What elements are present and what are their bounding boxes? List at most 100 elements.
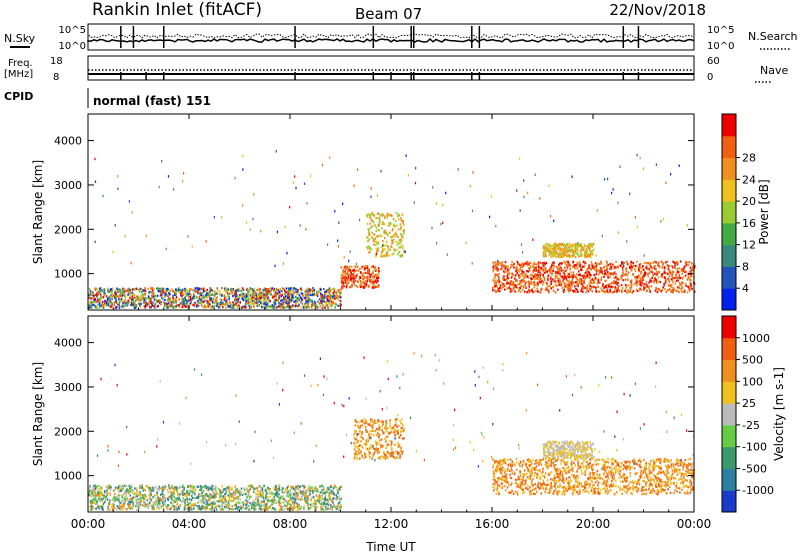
data-cell: [386, 233, 388, 235]
colorbar-segment: [722, 288, 736, 310]
data-cell: [516, 286, 518, 288]
data-cell: [687, 261, 689, 263]
data-cell: [402, 214, 404, 216]
data-cell: [664, 276, 666, 278]
data-cell: [562, 269, 564, 271]
scatter-cell: [597, 209, 598, 212]
data-cell: [582, 275, 584, 277]
data-cell: [255, 292, 257, 294]
data-cell: [609, 273, 611, 275]
data-cell: [566, 268, 568, 270]
data-cell: [167, 491, 169, 493]
data-cell: [580, 250, 582, 252]
data-cell: [251, 507, 253, 509]
scatter-cell: [371, 187, 372, 190]
scatter-cell: [440, 223, 441, 226]
data-cell: [166, 506, 168, 508]
data-cell: [392, 235, 394, 237]
data-cell: [322, 503, 324, 505]
data-cell: [227, 301, 229, 303]
data-cell: [100, 298, 102, 300]
data-cell: [540, 262, 542, 264]
data-cell: [495, 279, 497, 281]
data-cell: [369, 276, 371, 278]
data-cell: [112, 291, 114, 293]
data-cell: [685, 285, 687, 287]
power-frame: [88, 114, 694, 310]
data-cell: [649, 272, 651, 274]
data-cell: [528, 289, 530, 291]
data-cell: [504, 279, 506, 281]
colorbar-segment: [722, 223, 736, 245]
data-cell: [211, 289, 213, 291]
data-cell: [598, 291, 600, 293]
scatter-cell: [527, 192, 528, 195]
scatter-cell: [521, 243, 522, 246]
scatter-cell: [221, 216, 222, 219]
data-cell: [303, 505, 305, 507]
data-cell: [517, 261, 519, 263]
data-cell: [281, 290, 283, 292]
data-cell: [168, 302, 170, 304]
data-cell: [506, 279, 508, 281]
data-cell: [551, 252, 553, 254]
data-cell: [329, 287, 331, 289]
data-cell: [311, 503, 313, 505]
data-cell: [360, 271, 362, 273]
data-cell: [685, 283, 687, 285]
data-cell: [592, 290, 594, 292]
scatter-cell: [640, 157, 641, 160]
data-cell: [621, 290, 623, 292]
scatter-cell: [115, 224, 116, 227]
data-cell: [164, 494, 166, 496]
data-cell: [684, 291, 686, 293]
data-cell: [543, 254, 545, 256]
scatter-cell: [306, 202, 307, 205]
data-cell: [649, 265, 651, 267]
data-cell: [543, 247, 545, 249]
data-cell: [516, 280, 518, 282]
data-cell: [199, 293, 201, 295]
data-cell: [330, 498, 332, 500]
data-cell: [512, 273, 514, 275]
data-cell: [142, 489, 144, 491]
data-cell: [297, 297, 299, 299]
data-cell: [320, 289, 322, 291]
data-cell: [511, 284, 513, 286]
data-cell: [688, 264, 690, 266]
data-cell: [221, 506, 223, 508]
data-cell: [97, 295, 99, 297]
data-cell: [529, 286, 531, 288]
data-cell: [169, 489, 171, 491]
data-cell: [301, 298, 303, 300]
data-cell: [658, 262, 660, 264]
data-cell: [115, 306, 117, 308]
data-cell: [245, 306, 247, 308]
data-cell: [297, 290, 299, 292]
data-cell: [571, 249, 573, 251]
data-cell: [110, 301, 112, 303]
data-cell: [397, 236, 399, 238]
data-cell: [520, 291, 522, 293]
data-cell: [150, 287, 152, 289]
data-cell: [197, 302, 199, 304]
data-cell: [369, 251, 371, 253]
nsky-trace: [88, 39, 694, 42]
data-cell: [645, 262, 647, 264]
data-cell: [496, 274, 498, 276]
data-cell: [518, 270, 520, 272]
data-cell: [193, 293, 195, 295]
data-cell: [654, 261, 656, 263]
data-cell: [579, 261, 581, 263]
data-cell: [657, 271, 659, 273]
data-cell: [223, 508, 225, 510]
data-cell: [304, 498, 306, 500]
data-cell: [595, 277, 597, 279]
data-cell: [559, 284, 561, 286]
data-cell: [189, 288, 191, 290]
data-cell: [564, 267, 566, 269]
data-cell: [233, 307, 235, 309]
data-cell: [562, 287, 564, 289]
data-cell: [368, 246, 370, 248]
